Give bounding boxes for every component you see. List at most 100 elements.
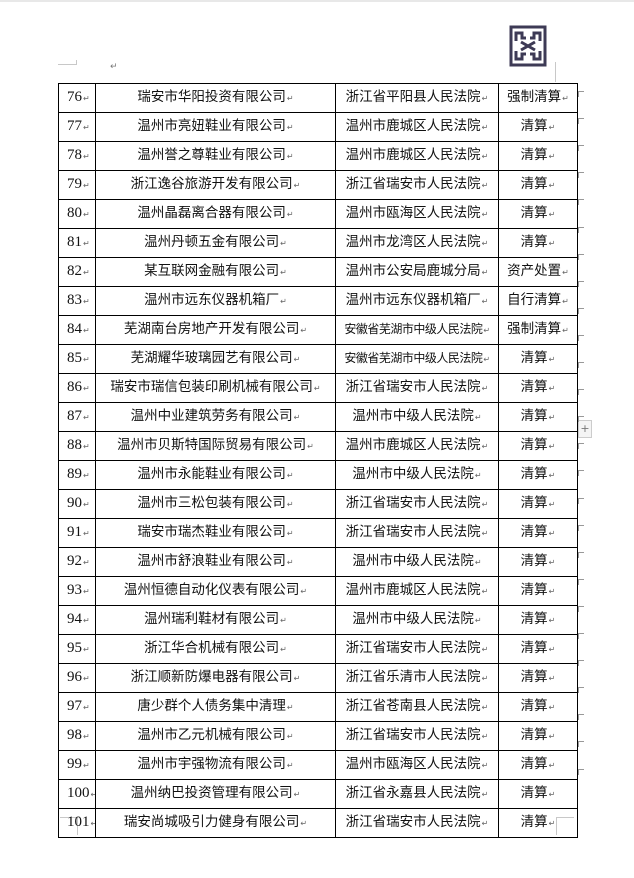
case-type-cell[interactable]: 清算↵ bbox=[498, 518, 578, 548]
company-name-cell[interactable]: 温州市三松包装有限公司↵ bbox=[95, 489, 336, 519]
case-type-cell[interactable]: 清算↵ bbox=[498, 808, 578, 838]
row-number-cell[interactable]: 77↵ bbox=[58, 112, 96, 142]
court-name-cell[interactable]: 浙江省瑞安市人民法院↵ bbox=[335, 518, 499, 548]
court-name-cell[interactable]: 温州市远东仪器机箱厂↵ bbox=[335, 286, 499, 316]
company-name-cell[interactable]: 芜湖耀华玻璃园艺有限公司↵ bbox=[95, 344, 336, 374]
court-name-cell[interactable]: 温州市瓯海区人民法院↵ bbox=[335, 199, 499, 229]
row-number-cell[interactable]: 98↵ bbox=[58, 721, 96, 751]
company-name-cell[interactable]: 温州瑞利鞋材有限公司↵ bbox=[95, 605, 336, 635]
company-name-cell[interactable]: 温州市亮妞鞋业有限公司↵ bbox=[95, 112, 336, 142]
case-type-cell[interactable]: 清算↵ bbox=[498, 634, 578, 664]
row-number-cell[interactable]: 87↵ bbox=[58, 402, 96, 432]
company-name-cell[interactable]: 温州晶磊离合器有限公司↵ bbox=[95, 199, 336, 229]
company-name-cell[interactable]: 某互联网金融有限公司↵ bbox=[95, 257, 336, 287]
company-name-cell[interactable]: 温州市乙元机械有限公司↵ bbox=[95, 721, 336, 751]
company-name-cell[interactable]: 温州市远东仪器机箱厂↵ bbox=[95, 286, 336, 316]
row-number-cell[interactable]: 91↵ bbox=[58, 518, 96, 548]
court-name-cell[interactable]: 安徽省芜湖市中级人民法院↵ bbox=[335, 344, 499, 374]
court-name-cell[interactable]: 温州市龙湾区人民法院↵ bbox=[335, 228, 499, 258]
row-number-cell[interactable]: 84↵ bbox=[58, 315, 96, 345]
case-type-cell[interactable]: 资产处置↵ bbox=[498, 257, 578, 287]
row-number-cell[interactable]: 85↵ bbox=[58, 344, 96, 374]
case-type-cell[interactable]: 清算↵ bbox=[498, 663, 578, 693]
court-name-cell[interactable]: 浙江省苍南县人民法院↵ bbox=[335, 692, 499, 722]
company-name-cell[interactable]: 唐少群个人债务集中清理↵ bbox=[95, 692, 336, 722]
company-name-cell[interactable]: 温州恒德自动化仪表有限公司↵ bbox=[95, 576, 336, 606]
company-name-cell[interactable]: 温州中业建筑劳务有限公司↵ bbox=[95, 402, 336, 432]
row-number-cell[interactable]: 83↵ bbox=[58, 286, 96, 316]
company-name-cell[interactable]: 温州誉之尊鞋业有限公司↵ bbox=[95, 141, 336, 171]
case-type-cell[interactable]: 强制清算↵ bbox=[498, 83, 578, 113]
court-name-cell[interactable]: 浙江省瑞安市人民法院↵ bbox=[335, 373, 499, 403]
row-number-cell[interactable]: 78↵ bbox=[58, 141, 96, 171]
case-type-cell[interactable]: 清算↵ bbox=[498, 489, 578, 519]
row-number-cell[interactable]: 88↵ bbox=[58, 431, 96, 461]
row-number-cell[interactable]: 81↵ bbox=[58, 228, 96, 258]
row-number-cell[interactable]: 80↵ bbox=[58, 199, 96, 229]
row-number-cell[interactable]: 79↵ bbox=[58, 170, 96, 200]
court-name-cell[interactable]: 浙江省瑞安市人民法院↵ bbox=[335, 634, 499, 664]
court-name-cell[interactable]: 温州市鹿城区人民法院↵ bbox=[335, 576, 499, 606]
court-name-cell[interactable]: 浙江省平阳县人民法院↵ bbox=[335, 83, 499, 113]
row-number-cell[interactable]: 95↵ bbox=[58, 634, 96, 664]
company-name-cell[interactable]: 瑞安市瑞杰鞋业有限公司↵ bbox=[95, 518, 336, 548]
row-number-cell[interactable]: 94↵ bbox=[58, 605, 96, 635]
case-type-cell[interactable]: 清算↵ bbox=[498, 228, 578, 258]
court-name-cell[interactable]: 温州市中级人民法院↵ bbox=[335, 460, 499, 490]
case-type-cell[interactable]: 清算↵ bbox=[498, 344, 578, 374]
case-type-cell[interactable]: 清算↵ bbox=[498, 605, 578, 635]
company-name-cell[interactable]: 温州市永能鞋业有限公司↵ bbox=[95, 460, 336, 490]
company-name-cell[interactable]: 温州纳巴投资管理有限公司↵ bbox=[95, 779, 336, 809]
case-type-cell[interactable]: 清算↵ bbox=[498, 576, 578, 606]
case-type-cell[interactable]: 清算↵ bbox=[498, 460, 578, 490]
case-type-cell[interactable]: 清算↵ bbox=[498, 402, 578, 432]
case-type-cell[interactable]: 强制清算↵ bbox=[498, 315, 578, 345]
court-name-cell[interactable]: 浙江省瑞安市人民法院↵ bbox=[335, 721, 499, 751]
court-name-cell[interactable]: 浙江省永嘉县人民法院↵ bbox=[335, 779, 499, 809]
company-name-cell[interactable]: 瑞安市华阳投资有限公司↵ bbox=[95, 83, 336, 113]
case-type-cell[interactable]: 清算↵ bbox=[498, 431, 578, 461]
case-type-cell[interactable]: 清算↵ bbox=[498, 373, 578, 403]
court-name-cell[interactable]: 浙江省乐清市人民法院↵ bbox=[335, 663, 499, 693]
row-number-cell[interactable]: 82↵ bbox=[58, 257, 96, 287]
court-name-cell[interactable]: 浙江省瑞安市人民法院↵ bbox=[335, 808, 499, 838]
court-name-cell[interactable]: 温州市鹿城区人民法院↵ bbox=[335, 112, 499, 142]
court-name-cell[interactable]: 温州市中级人民法院↵ bbox=[335, 605, 499, 635]
company-name-cell[interactable]: 芜湖南台房地产开发有限公司↵ bbox=[95, 315, 336, 345]
case-type-cell[interactable]: 清算↵ bbox=[498, 112, 578, 142]
company-name-cell[interactable]: 温州市舒浪鞋业有限公司↵ bbox=[95, 547, 336, 577]
row-number-cell[interactable]: 99↵ bbox=[58, 750, 96, 780]
row-number-cell[interactable]: 97↵ bbox=[58, 692, 96, 722]
court-name-cell[interactable]: 浙江省瑞安市人民法院↵ bbox=[335, 489, 499, 519]
court-name-cell[interactable]: 安徽省芜湖市中级人民法院↵ bbox=[335, 315, 499, 345]
company-name-cell[interactable]: 浙江顺新防爆电器有限公司↵ bbox=[95, 663, 336, 693]
court-name-cell[interactable]: 温州市中级人民法院↵ bbox=[335, 547, 499, 577]
row-number-cell[interactable]: 76↵ bbox=[58, 83, 96, 113]
case-type-cell[interactable]: 清算↵ bbox=[498, 141, 578, 171]
company-name-cell[interactable]: 浙江华合机械有限公司↵ bbox=[95, 634, 336, 664]
court-name-cell[interactable]: 温州市瓯海区人民法院↵ bbox=[335, 750, 499, 780]
case-type-cell[interactable]: 清算↵ bbox=[498, 170, 578, 200]
row-number-cell[interactable]: 93↵ bbox=[58, 576, 96, 606]
case-type-cell[interactable]: 清算↵ bbox=[498, 750, 578, 780]
row-number-cell[interactable]: 92↵ bbox=[58, 547, 96, 577]
court-name-cell[interactable]: 浙江省瑞安市人民法院↵ bbox=[335, 170, 499, 200]
case-type-cell[interactable]: 清算↵ bbox=[498, 199, 578, 229]
company-name-cell[interactable]: 温州丹顿五金有限公司↵ bbox=[95, 228, 336, 258]
row-number-cell[interactable]: 90↵ bbox=[58, 489, 96, 519]
case-type-cell[interactable]: 自行清算↵ bbox=[498, 286, 578, 316]
company-name-cell[interactable]: 瑞安尚城吸引力健身有限公司↵ bbox=[95, 808, 336, 838]
case-type-cell[interactable]: 清算↵ bbox=[498, 721, 578, 751]
row-number-cell[interactable]: 86↵ bbox=[58, 373, 96, 403]
court-name-cell[interactable]: 温州市鹿城区人民法院↵ bbox=[335, 141, 499, 171]
court-name-cell[interactable]: 温州市鹿城区人民法院↵ bbox=[335, 431, 499, 461]
company-name-cell[interactable]: 温州市贝斯特国际贸易有限公司↵ bbox=[95, 431, 336, 461]
case-type-cell[interactable]: 清算↵ bbox=[498, 779, 578, 809]
court-name-cell[interactable]: 温州市公安局鹿城分局↵ bbox=[335, 257, 499, 287]
row-number-cell[interactable]: 96↵ bbox=[58, 663, 96, 693]
case-type-cell[interactable]: 清算↵ bbox=[498, 547, 578, 577]
company-name-cell[interactable]: 瑞安市瑞信包装印刷机械有限公司↵ bbox=[95, 373, 336, 403]
row-number-cell[interactable]: 89↵ bbox=[58, 460, 96, 490]
case-type-cell[interactable]: 清算↵ bbox=[498, 692, 578, 722]
row-number-cell[interactable]: 101↵ bbox=[58, 808, 96, 838]
